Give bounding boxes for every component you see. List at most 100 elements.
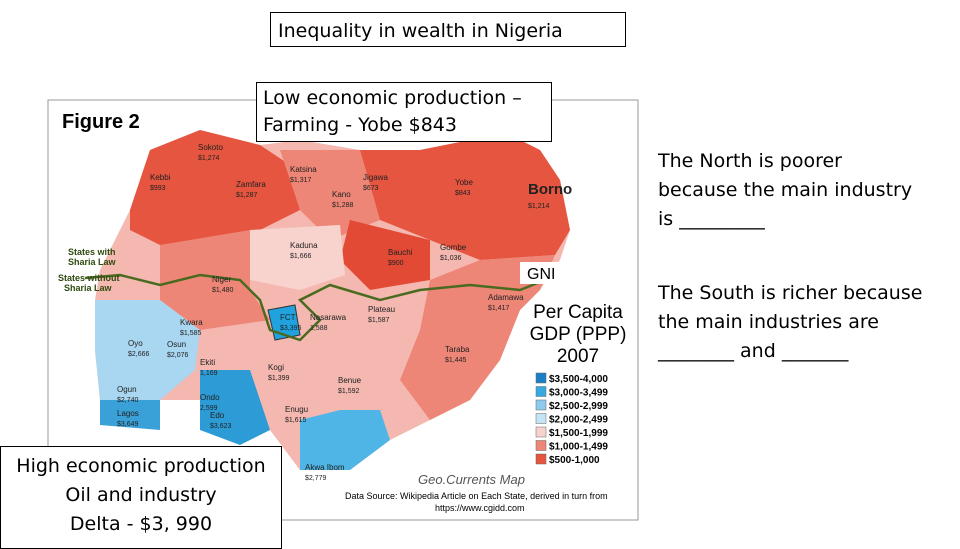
state-value: $1,399 <box>268 375 290 382</box>
region <box>200 370 270 445</box>
legend-title: GDP (PPP) <box>530 324 627 345</box>
legend-swatch <box>535 386 547 397</box>
legend-swatch <box>535 453 547 465</box>
callout-bottom: High economic production Oil and industr… <box>0 446 282 549</box>
legend-swatch <box>535 372 547 384</box>
legend-swatch <box>535 413 547 424</box>
state-value: 1,169 <box>200 370 218 377</box>
state-name: Gombe <box>440 243 467 252</box>
state-value: $993 <box>150 185 166 192</box>
region <box>280 150 380 240</box>
legend-label: $1,500-1,999 <box>549 428 608 439</box>
state-name: Jigawa <box>363 173 388 182</box>
state-value: $1,417 <box>488 305 510 312</box>
state-name: Kogi <box>268 363 284 372</box>
gni-label: GNI <box>527 266 555 283</box>
credit: Geo.Currents Map <box>418 472 525 487</box>
state-value: $2,779 <box>305 475 327 482</box>
figure-label: Figure 2 <box>62 111 140 133</box>
legend-label: $2,500-2,999 <box>549 401 608 412</box>
legend-swatch <box>535 399 547 411</box>
source: Data Source: Wikipedia Article on Each S… <box>345 491 608 501</box>
state-value: $3,649 <box>117 421 139 428</box>
legend-label: $500-1,000 <box>549 455 600 466</box>
callout-line: Oil and industry <box>65 484 217 506</box>
legend-text: Sharia Law <box>64 283 113 293</box>
note-line: The South is richer because <box>658 282 923 304</box>
note-line: ________ and _______ <box>658 340 849 362</box>
state-name: Sokoto <box>198 143 223 152</box>
callout-top: Low economic production – Farming - Yobe… <box>256 82 552 142</box>
state-value: $1,615 <box>285 417 307 424</box>
source-url: https://www.cgidd.com <box>435 503 525 513</box>
state-name: Enugu <box>285 405 308 414</box>
state-value: $1,587 <box>368 317 390 324</box>
callout-line: Low economic production – <box>263 87 522 109</box>
state-name: Lagos <box>117 409 139 418</box>
legend-label: $2,000-2,499 <box>549 415 608 426</box>
state-name: Adamawa <box>488 293 524 302</box>
state-value: $1,214 <box>528 203 550 210</box>
state-value: $673 <box>363 185 379 192</box>
state-value: $1,445 <box>445 357 467 364</box>
state-name: Benue <box>338 376 362 385</box>
state-name: Ondo <box>200 393 220 402</box>
state-value: $2,740 <box>117 397 139 404</box>
state-name: Ogun <box>117 385 137 394</box>
state-name: Katsina <box>290 165 317 174</box>
state-name: Kebbi <box>150 173 171 182</box>
state-value: 1,588 <box>310 325 328 332</box>
legend-label: $3,500-4,000 <box>549 374 608 385</box>
region <box>160 230 270 330</box>
state-name: FCT <box>280 313 296 322</box>
state-value: $900 <box>388 260 404 267</box>
state-value: $1,288 <box>332 202 354 209</box>
state-name: Osun <box>167 340 186 349</box>
state-value: $1,274 <box>198 155 220 162</box>
state-value: $1,666 <box>290 253 312 260</box>
region <box>95 300 200 400</box>
region <box>130 130 300 245</box>
state-value: $1,585 <box>180 330 202 337</box>
state-name: Kaduna <box>290 241 318 250</box>
sharia-line <box>84 273 546 342</box>
note-line: is _________ <box>658 208 765 230</box>
state-name: Yobe <box>455 178 474 187</box>
region <box>340 220 430 290</box>
state-name: Borno <box>528 181 572 198</box>
state-value: $1,480 <box>212 287 234 294</box>
legend-title: Per Capita <box>533 302 623 323</box>
legend-text: States with <box>68 247 116 257</box>
state-name: Zamfara <box>236 180 266 189</box>
state-name: Ekiti <box>200 358 215 367</box>
state-value: $1,036 <box>440 255 462 262</box>
state-name: Kwara <box>180 318 203 327</box>
state-value: $3,395 <box>280 325 302 332</box>
region <box>250 225 345 290</box>
callout-line: Farming - Yobe $843 <box>263 114 457 136</box>
state-name: Plateau <box>368 305 395 314</box>
state-name: Oyo <box>128 339 143 348</box>
state-name: Akwa Ibom <box>305 463 345 472</box>
state-value: $2,666 <box>128 351 150 358</box>
region <box>400 255 555 420</box>
note-line: the main industries are <box>658 311 879 333</box>
legend-swatch <box>535 426 547 438</box>
state-value: $1,287 <box>236 192 258 199</box>
state-name: Edo <box>210 411 225 420</box>
title-box: Inequality in wealth in Nigeria <box>270 12 626 47</box>
state-value: $843 <box>455 190 471 197</box>
state-name: Taraba <box>445 345 470 354</box>
note: The North is poorer because the main ind… <box>658 147 912 234</box>
legend-label: $1,000-1,499 <box>549 442 608 453</box>
state-value: 2,599 <box>200 405 218 412</box>
state-name: Kano <box>332 190 351 199</box>
note: The South is richer because the main ind… <box>658 279 922 366</box>
callout-line: Delta - $3, 990 <box>69 513 213 535</box>
state-value: $1,317 <box>290 177 312 184</box>
region <box>100 400 160 430</box>
state-name: Bauchi <box>388 248 413 257</box>
note-line: The North is poorer <box>658 150 842 172</box>
